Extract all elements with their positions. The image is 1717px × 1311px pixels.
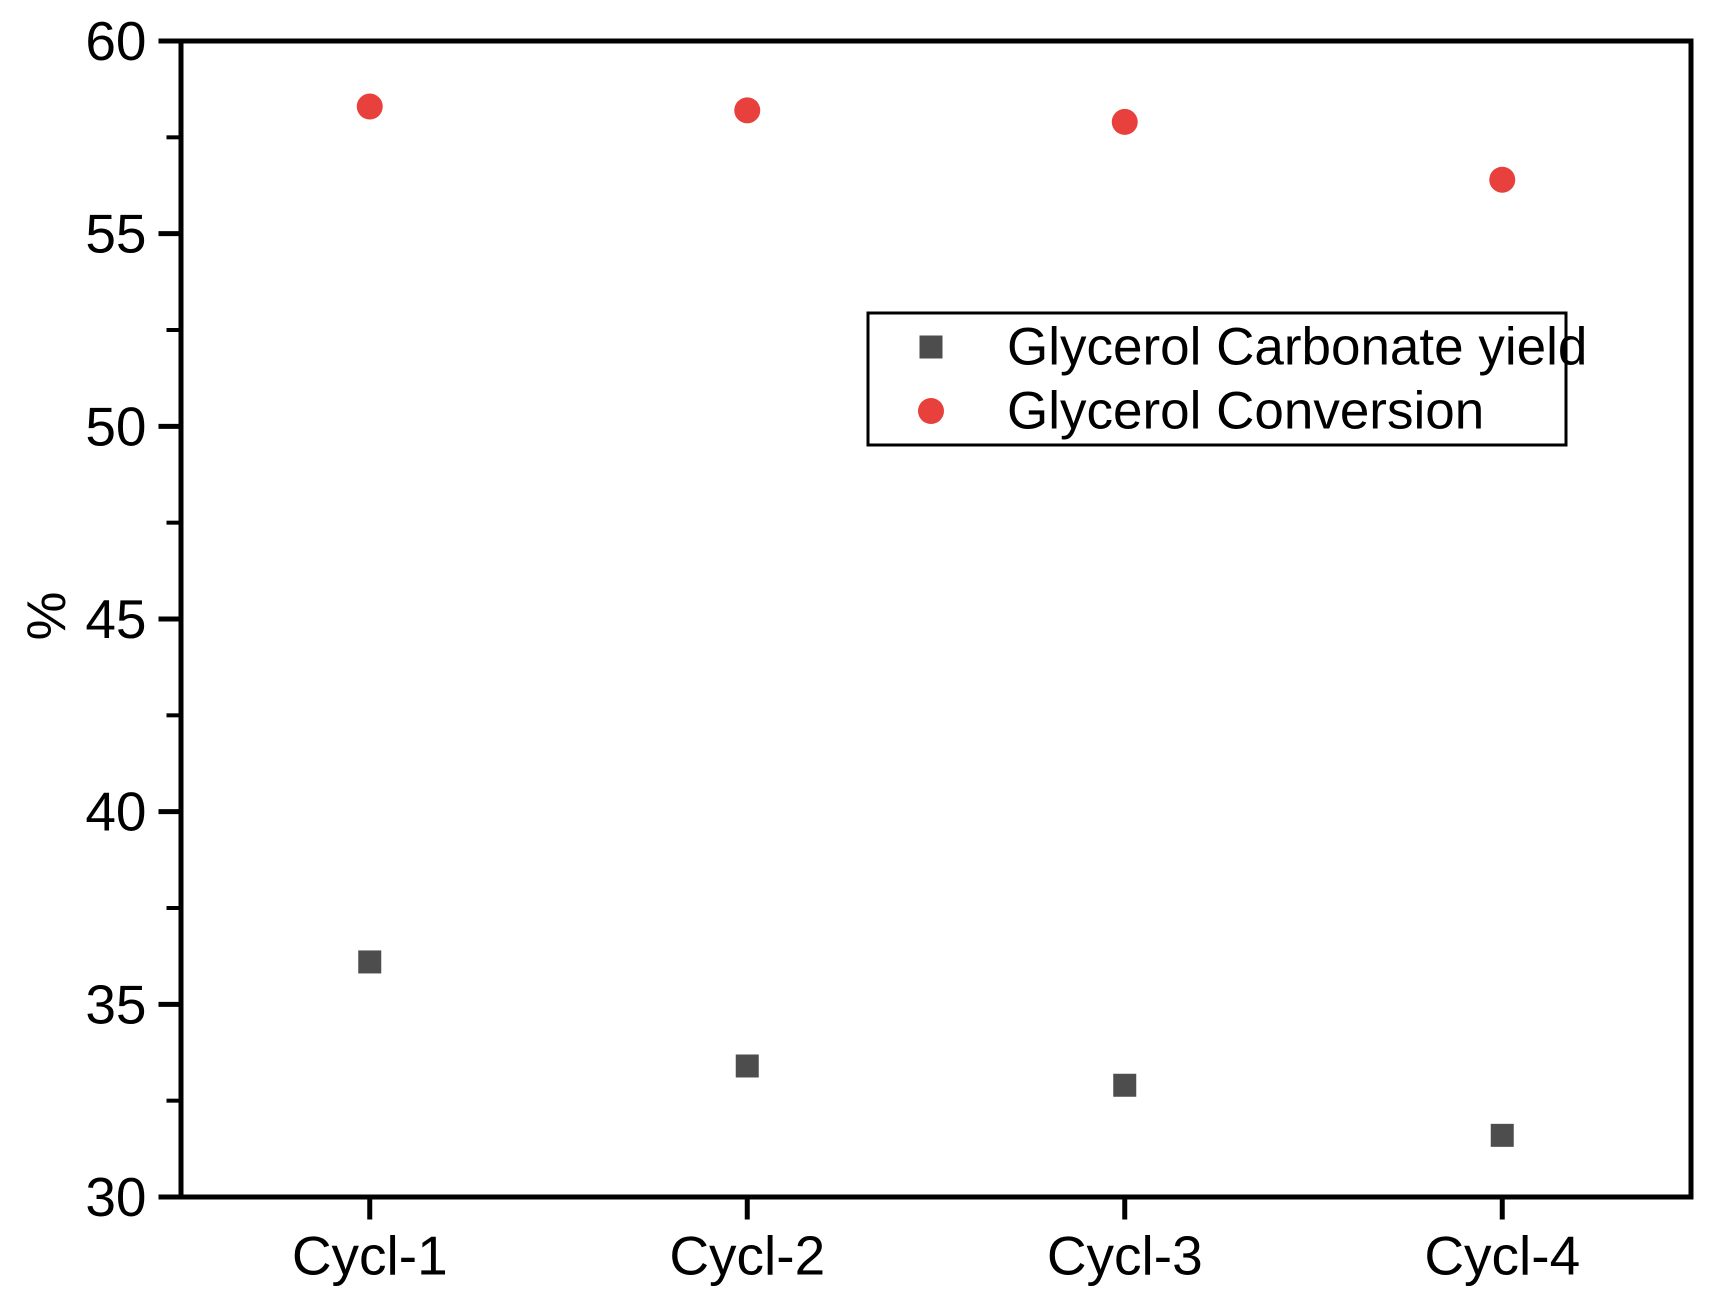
data-point-conversion xyxy=(1489,166,1516,193)
legend-label: Glycerol Conversion xyxy=(1007,382,1484,441)
data-point-conversion xyxy=(734,97,761,124)
data-point-yield xyxy=(358,950,382,974)
x-tick-label: Cycl-1 xyxy=(292,1225,448,1287)
y-tick-label: 50 xyxy=(85,395,146,457)
legend-label: Glycerol Carbonate yield xyxy=(1007,318,1587,377)
data-point-conversion xyxy=(356,93,383,120)
data-point-yield xyxy=(735,1054,759,1078)
y-tick-label: 45 xyxy=(85,588,146,650)
legend-marker-square xyxy=(919,335,943,359)
y-axis-title: % xyxy=(15,592,77,641)
legend-box xyxy=(866,311,1568,447)
legend-marker-circle xyxy=(918,398,944,424)
y-tick-label: 40 xyxy=(85,781,146,843)
data-point-conversion xyxy=(1111,108,1138,135)
y-tick-label: 30 xyxy=(85,1166,146,1228)
data-point-yield xyxy=(1113,1073,1137,1097)
x-tick-label: Cycl-2 xyxy=(669,1225,825,1287)
x-tick-label: Cycl-4 xyxy=(1424,1225,1580,1287)
y-tick-label: 35 xyxy=(85,973,146,1035)
x-tick-label: Cycl-3 xyxy=(1047,1225,1203,1287)
y-tick-label: 60 xyxy=(85,10,146,72)
data-point-yield xyxy=(1490,1123,1514,1147)
y-tick-label: 55 xyxy=(85,203,146,265)
